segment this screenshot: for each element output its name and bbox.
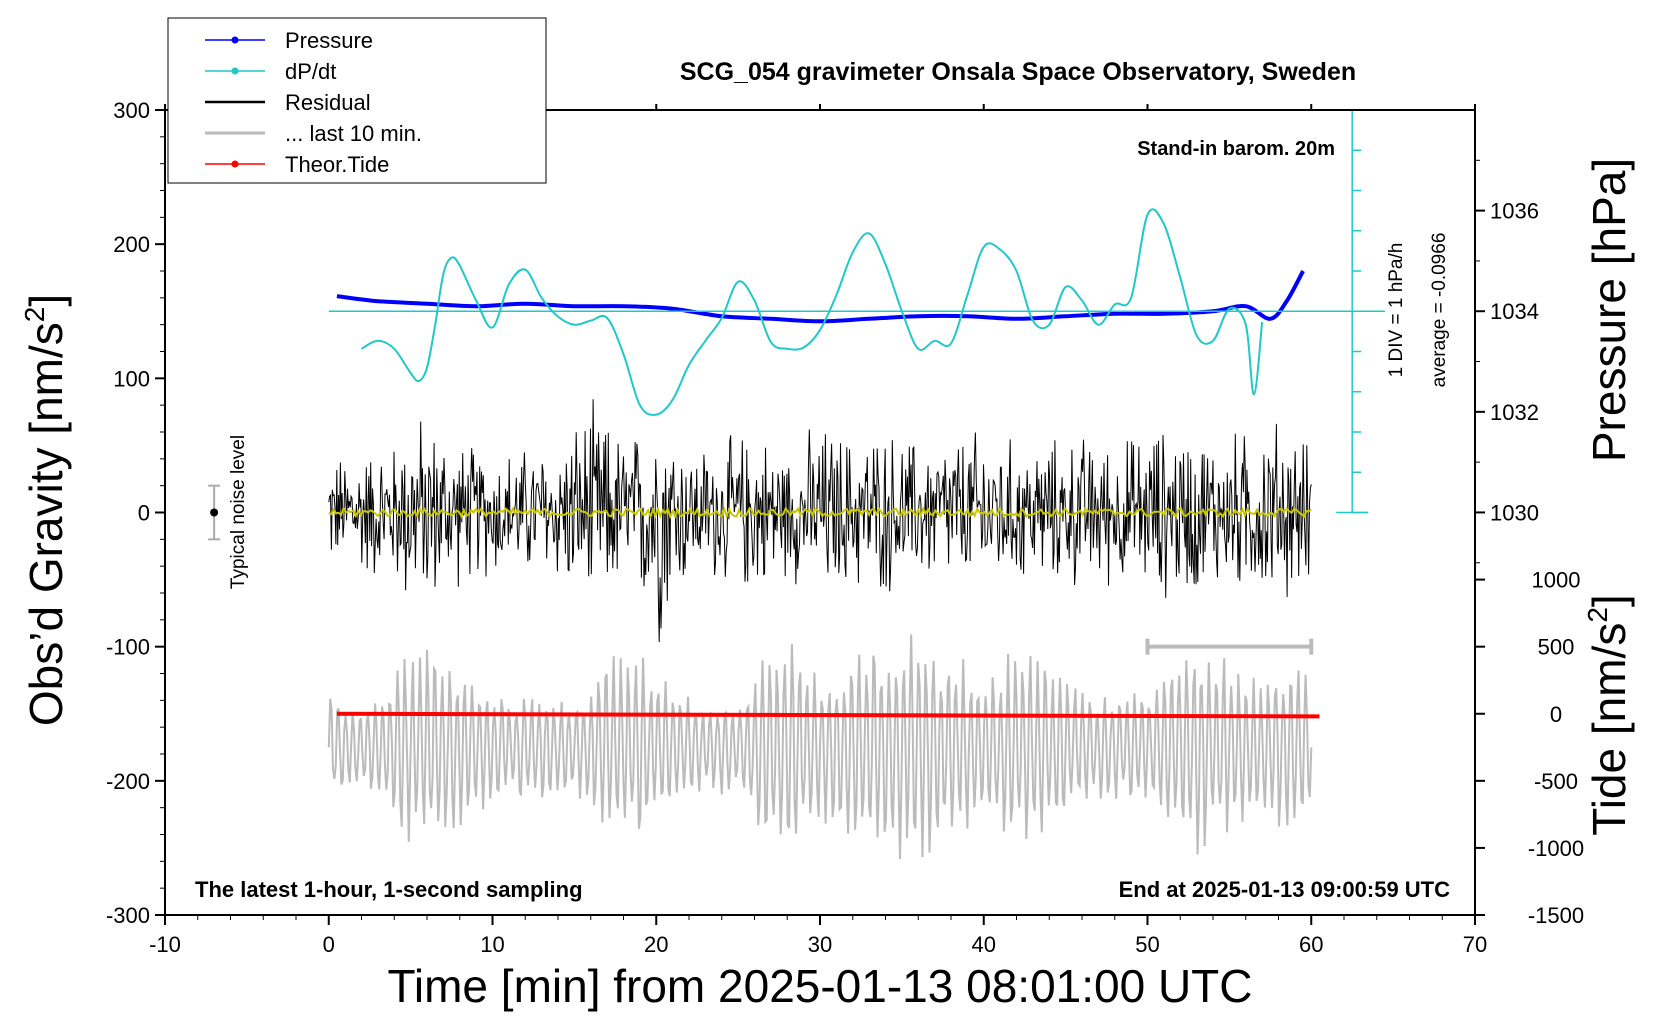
barom-annotation: Stand-in barom. 20m	[1137, 138, 1335, 160]
dpdt-series	[328, 208, 1385, 416]
legend-box	[167, 17, 547, 184]
dpdt-scale-axis	[1336, 109, 1369, 514]
dpdt-line	[361, 208, 1264, 416]
smoothed-residual-series	[328, 505, 1312, 520]
legend: Pressure dP/dt Residual ... last 10 min. The…	[167, 17, 547, 184]
x-tick-label: 70	[1463, 932, 1487, 957]
pressure-tick-label: 1036	[1490, 199, 1539, 224]
x-axis-label: Time [min] from 2025-01-13 08:01:00 UTC	[388, 960, 1253, 1012]
y-tick-label: 100	[113, 366, 150, 391]
x-tick-label: 60	[1299, 932, 1323, 957]
last-10-min-line	[327, 634, 1313, 860]
y-tick-label: 0	[138, 501, 150, 526]
y-axis-label-left-close: ]	[20, 294, 72, 307]
y-axis-label-tide-close: ]	[1583, 594, 1635, 607]
legend-label: Residual	[285, 90, 371, 115]
tide-tick-label: 500	[1538, 635, 1575, 660]
legend-items: Pressure dP/dt Residual ... last 10 min. The…	[205, 28, 422, 177]
y-tick-label: -200	[106, 769, 150, 794]
x-tick-label: 50	[1135, 932, 1159, 957]
theor-tide-line	[336, 711, 1320, 719]
y-axis-label-left-exp: 2	[19, 307, 50, 323]
average-annotation: average = -0.0966	[1429, 233, 1450, 388]
legend-marker	[231, 67, 239, 75]
residual-series	[328, 399, 1312, 643]
axes: -10 0 10 20 30 40 50 60 703002001000-100-200-300…	[106, 98, 1584, 957]
sampling-annotation: The latest 1-hour, 1-second sampling	[195, 877, 583, 902]
reference-bars	[208, 484, 1314, 655]
pressure-tick-label: 1030	[1490, 500, 1539, 525]
x-tick-label: 40	[972, 932, 996, 957]
pressure-line	[336, 270, 1305, 324]
y-axis-label-tide-exp: 2	[1582, 607, 1613, 623]
pressure-tick-label: 1034	[1490, 299, 1539, 324]
y-axis-label-left: Obs’d Gravity [nm/s2]	[19, 294, 72, 726]
y-axis-label-pressure: Pressure [hPa]	[1583, 158, 1635, 462]
legend-label: Theor.Tide	[285, 152, 389, 177]
tide-tick-label: -1000	[1528, 836, 1584, 861]
y-tick-label: 300	[113, 98, 150, 123]
y-tick-label: -100	[106, 635, 150, 660]
x-tick-label: -10	[149, 932, 181, 957]
y-axis-label-tide-main: Tide [nm/s	[1583, 623, 1635, 836]
legend-marker	[231, 160, 239, 168]
y-axis-label-tide: Tide [nm/s2]	[1582, 594, 1635, 835]
y-axis-label-left-main: Obs’d Gravity [nm/s	[20, 322, 72, 726]
x-tick-label: 0	[323, 932, 335, 957]
end-annotation: End at 2025-01-13 09:00:59 UTC	[1119, 877, 1450, 902]
pressure-tick-label: 1032	[1490, 400, 1539, 425]
y-tick-label: 200	[113, 232, 150, 257]
legend-label: dP/dt	[285, 59, 336, 84]
x-tick-label: 20	[644, 932, 668, 957]
tide-tick-label: 0	[1550, 702, 1562, 727]
theor-tide-series	[336, 711, 1320, 719]
last-10-min-series	[327, 634, 1313, 860]
legend-marker	[231, 36, 239, 44]
legend-label: Pressure	[285, 28, 373, 53]
x-tick-label: 30	[808, 932, 832, 957]
tide-tick-label: 1000	[1532, 568, 1581, 593]
chart-title: SCG_054 gravimeter Onsala Space Observat…	[680, 58, 1356, 86]
smoothed-residual-line	[328, 505, 1312, 520]
noise-annotation: Typical noise level	[228, 435, 249, 589]
tide-tick-label: -1500	[1528, 903, 1584, 928]
noise-bar-dot	[210, 508, 219, 517]
residual-line	[328, 399, 1312, 643]
div-annotation: 1 DIV = 1 hPa/h	[1386, 243, 1407, 378]
pressure-series	[336, 270, 1305, 324]
tide-tick-label: -500	[1534, 769, 1578, 794]
legend-label: ... last 10 min.	[285, 121, 422, 146]
y-tick-label: -300	[106, 903, 150, 928]
x-tick-label: 10	[480, 932, 504, 957]
